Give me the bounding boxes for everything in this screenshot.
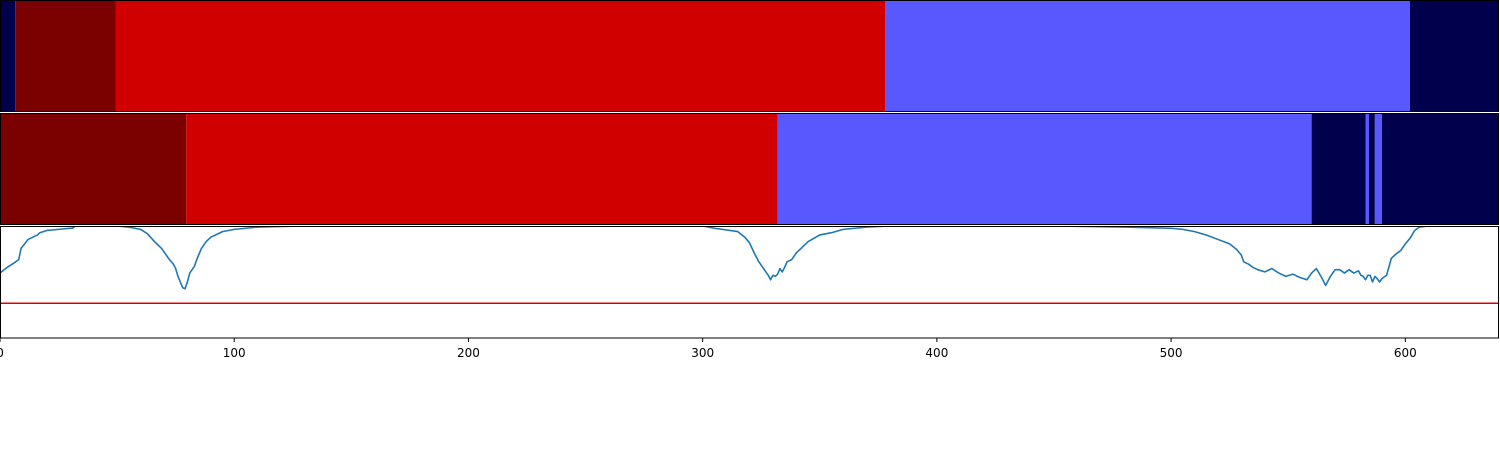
segment-class-2 <box>1374 113 1382 225</box>
confidence-line <box>0 226 1499 290</box>
segment-class-3 <box>1381 113 1499 225</box>
confidence-panel <box>0 226 1499 339</box>
segment-class-3 <box>1311 113 1366 225</box>
x-tick-label: 500 <box>1160 346 1183 360</box>
segment-class-0 <box>0 113 187 225</box>
row-frame <box>0 0 1499 112</box>
segment-class-2 <box>1365 113 1370 225</box>
segment-row-2 <box>0 113 1499 225</box>
confidence-frame <box>0 226 1499 339</box>
x-tick-label: 100 <box>223 346 246 360</box>
segment-class-1 <box>186 113 778 225</box>
x-tick-label: 600 <box>1394 346 1417 360</box>
x-tick-label: 0 <box>0 346 4 360</box>
x-tick-label: 300 <box>691 346 714 360</box>
segment-class-0 <box>15 0 116 112</box>
segment-class-3 <box>0 0 16 112</box>
segment-class-3 <box>1369 113 1375 225</box>
segment-row-1 <box>0 0 1499 112</box>
segment-class-1 <box>115 0 886 112</box>
x-axis: 0 100 200 300 400 500 600 <box>0 338 1417 360</box>
row-frame <box>0 113 1499 225</box>
x-tick-label: 200 <box>457 346 480 360</box>
segment-class-2 <box>885 0 1410 112</box>
segment-class-2 <box>777 113 1312 225</box>
segment-class-3 <box>1409 0 1499 112</box>
x-tick-label: 400 <box>925 346 948 360</box>
